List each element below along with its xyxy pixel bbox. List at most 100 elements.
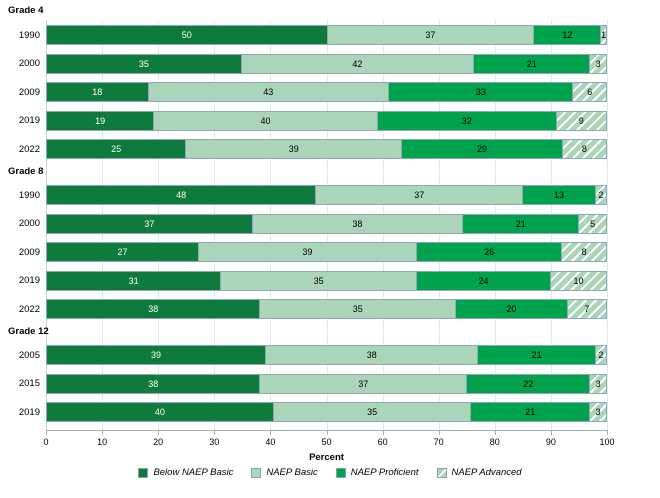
bar-value-label: 38: [148, 378, 159, 389]
bar-segment: 21: [473, 54, 590, 73]
bar-value-label: 20: [506, 304, 517, 314]
bar-segment: 50: [47, 26, 327, 44]
bar-segment: 42: [240, 54, 474, 73]
legend-label: NAEP Basic: [266, 467, 318, 478]
axis-tick: [214, 431, 216, 435]
axis-tick-label: 80: [489, 437, 500, 447]
bar-segment: 8: [561, 140, 606, 158]
bar-value-label: 35: [352, 304, 363, 314]
bar-value-label: 48: [176, 190, 187, 200]
legend: Below NAEP Basic NAEP Basic NAEP Proficien…: [0, 467, 660, 478]
bar-value-label: 3: [595, 58, 601, 69]
bar-value-label: 33: [475, 87, 486, 97]
year-label: 2022: [18, 143, 40, 155]
bar-segment: 38: [47, 374, 260, 393]
bar-value-label: 38: [352, 218, 363, 229]
bar-value-label: 39: [150, 350, 162, 360]
bar-value-label: 8: [581, 144, 587, 154]
legend-label: Below NAEP Basic: [153, 467, 234, 478]
bar-segment: 3: [589, 403, 606, 421]
bar-value-label: 5: [590, 218, 596, 229]
bar-segment: 21: [462, 214, 579, 233]
bar-segment: 13: [522, 186, 595, 204]
year-label: 2019: [18, 115, 40, 126]
bar-row: 38 35 20 7: [46, 299, 607, 319]
bar-segment: 35: [220, 271, 416, 290]
axis-tick-label: 50: [321, 437, 332, 447]
axis-tick-label: 0: [43, 437, 49, 447]
axis-tick: [607, 431, 608, 435]
axis-tick-label: 40: [265, 437, 276, 447]
group-label: Grade 12: [8, 326, 49, 337]
bar-value-label: 2: [598, 350, 604, 360]
year-label: 2019: [18, 275, 40, 286]
year-label: 2019: [18, 406, 40, 418]
bar-row: 50 37 12 1: [46, 25, 607, 45]
bar-segment: 48: [47, 186, 316, 204]
bar-segment: 24: [415, 271, 551, 290]
year-label: 2000: [18, 218, 40, 229]
bar-row: 48 37 13 2: [46, 185, 607, 205]
axis-tick: [270, 431, 272, 435]
bar-segment: 29: [401, 140, 562, 158]
bar-segment: 3: [589, 374, 606, 393]
bar-segment: 21: [470, 403, 590, 421]
axis-tick: [382, 431, 384, 435]
bar-segment: 27: [47, 243, 198, 261]
bar-row: 27 39 26 8: [46, 242, 607, 262]
bar-segment: 40: [153, 111, 377, 130]
year-label: 2000: [18, 58, 40, 69]
bar-value-label: 32: [461, 115, 472, 126]
bar-segment: 39: [197, 243, 416, 261]
bar-segment: 10: [550, 271, 606, 290]
bar-segment: 35: [272, 403, 471, 421]
bar-value-label: 39: [288, 144, 299, 154]
bar-row: 18 43 33 6: [46, 82, 607, 102]
bar-value-label: 21: [515, 218, 526, 229]
axis-tick: [438, 431, 440, 435]
x-axis-title: Percent: [309, 452, 344, 463]
bar-value-label: 37: [358, 378, 369, 389]
bar-segment: 32: [376, 111, 556, 130]
bar-segment: 38: [265, 346, 478, 364]
bar-segment: 7: [566, 300, 606, 318]
axis-tick-label: 70: [433, 437, 444, 447]
bar-value-label: 27: [117, 247, 128, 257]
bar-segment: 22: [466, 374, 590, 393]
bar-segment: 1: [600, 26, 606, 44]
bar-row: 37 38 21 5: [46, 213, 607, 234]
bar-value-label: 40: [260, 115, 271, 126]
bar-value-label: 1: [601, 30, 607, 40]
legend-swatch: [251, 467, 262, 478]
bar-segment: 25: [47, 140, 186, 158]
bar-segment: 26: [415, 243, 562, 261]
year-label: 2005: [18, 349, 40, 361]
bar-value-label: 6: [587, 87, 593, 97]
bar-value-label: 24: [478, 275, 489, 286]
bar-value-label: 21: [526, 58, 537, 69]
bar-segment: 6: [572, 83, 606, 101]
bar-segment: 2: [594, 186, 606, 204]
bar-value-label: 9: [578, 115, 584, 126]
axis-tick: [494, 431, 496, 435]
legend-item: NAEP Proficient: [335, 467, 419, 478]
year-label: 2009: [18, 86, 40, 98]
bar-value-label: 39: [302, 247, 313, 257]
bar-value-label: 18: [92, 87, 103, 97]
bar-segment: 38: [251, 214, 463, 233]
bar-value-label: 42: [352, 58, 363, 69]
bar-value-label: 38: [366, 350, 377, 360]
bar-value-label: 40: [154, 407, 165, 417]
axis-tick-label: 20: [153, 437, 164, 447]
bar-value-label: 37: [425, 30, 436, 40]
bar-segment: 40: [47, 403, 273, 421]
axis-tick-label: 60: [377, 437, 388, 447]
bar-value-label: 35: [367, 407, 378, 417]
bar-value-label: 22: [523, 378, 534, 389]
bar-segment: 19: [47, 111, 154, 130]
axis-tick-label: 90: [545, 437, 556, 447]
bar-row: 35 42 21 3: [46, 53, 607, 74]
bar-value-label: 2: [598, 190, 604, 200]
bar-segment: 39: [185, 140, 402, 158]
year-label: 1990: [18, 29, 40, 41]
